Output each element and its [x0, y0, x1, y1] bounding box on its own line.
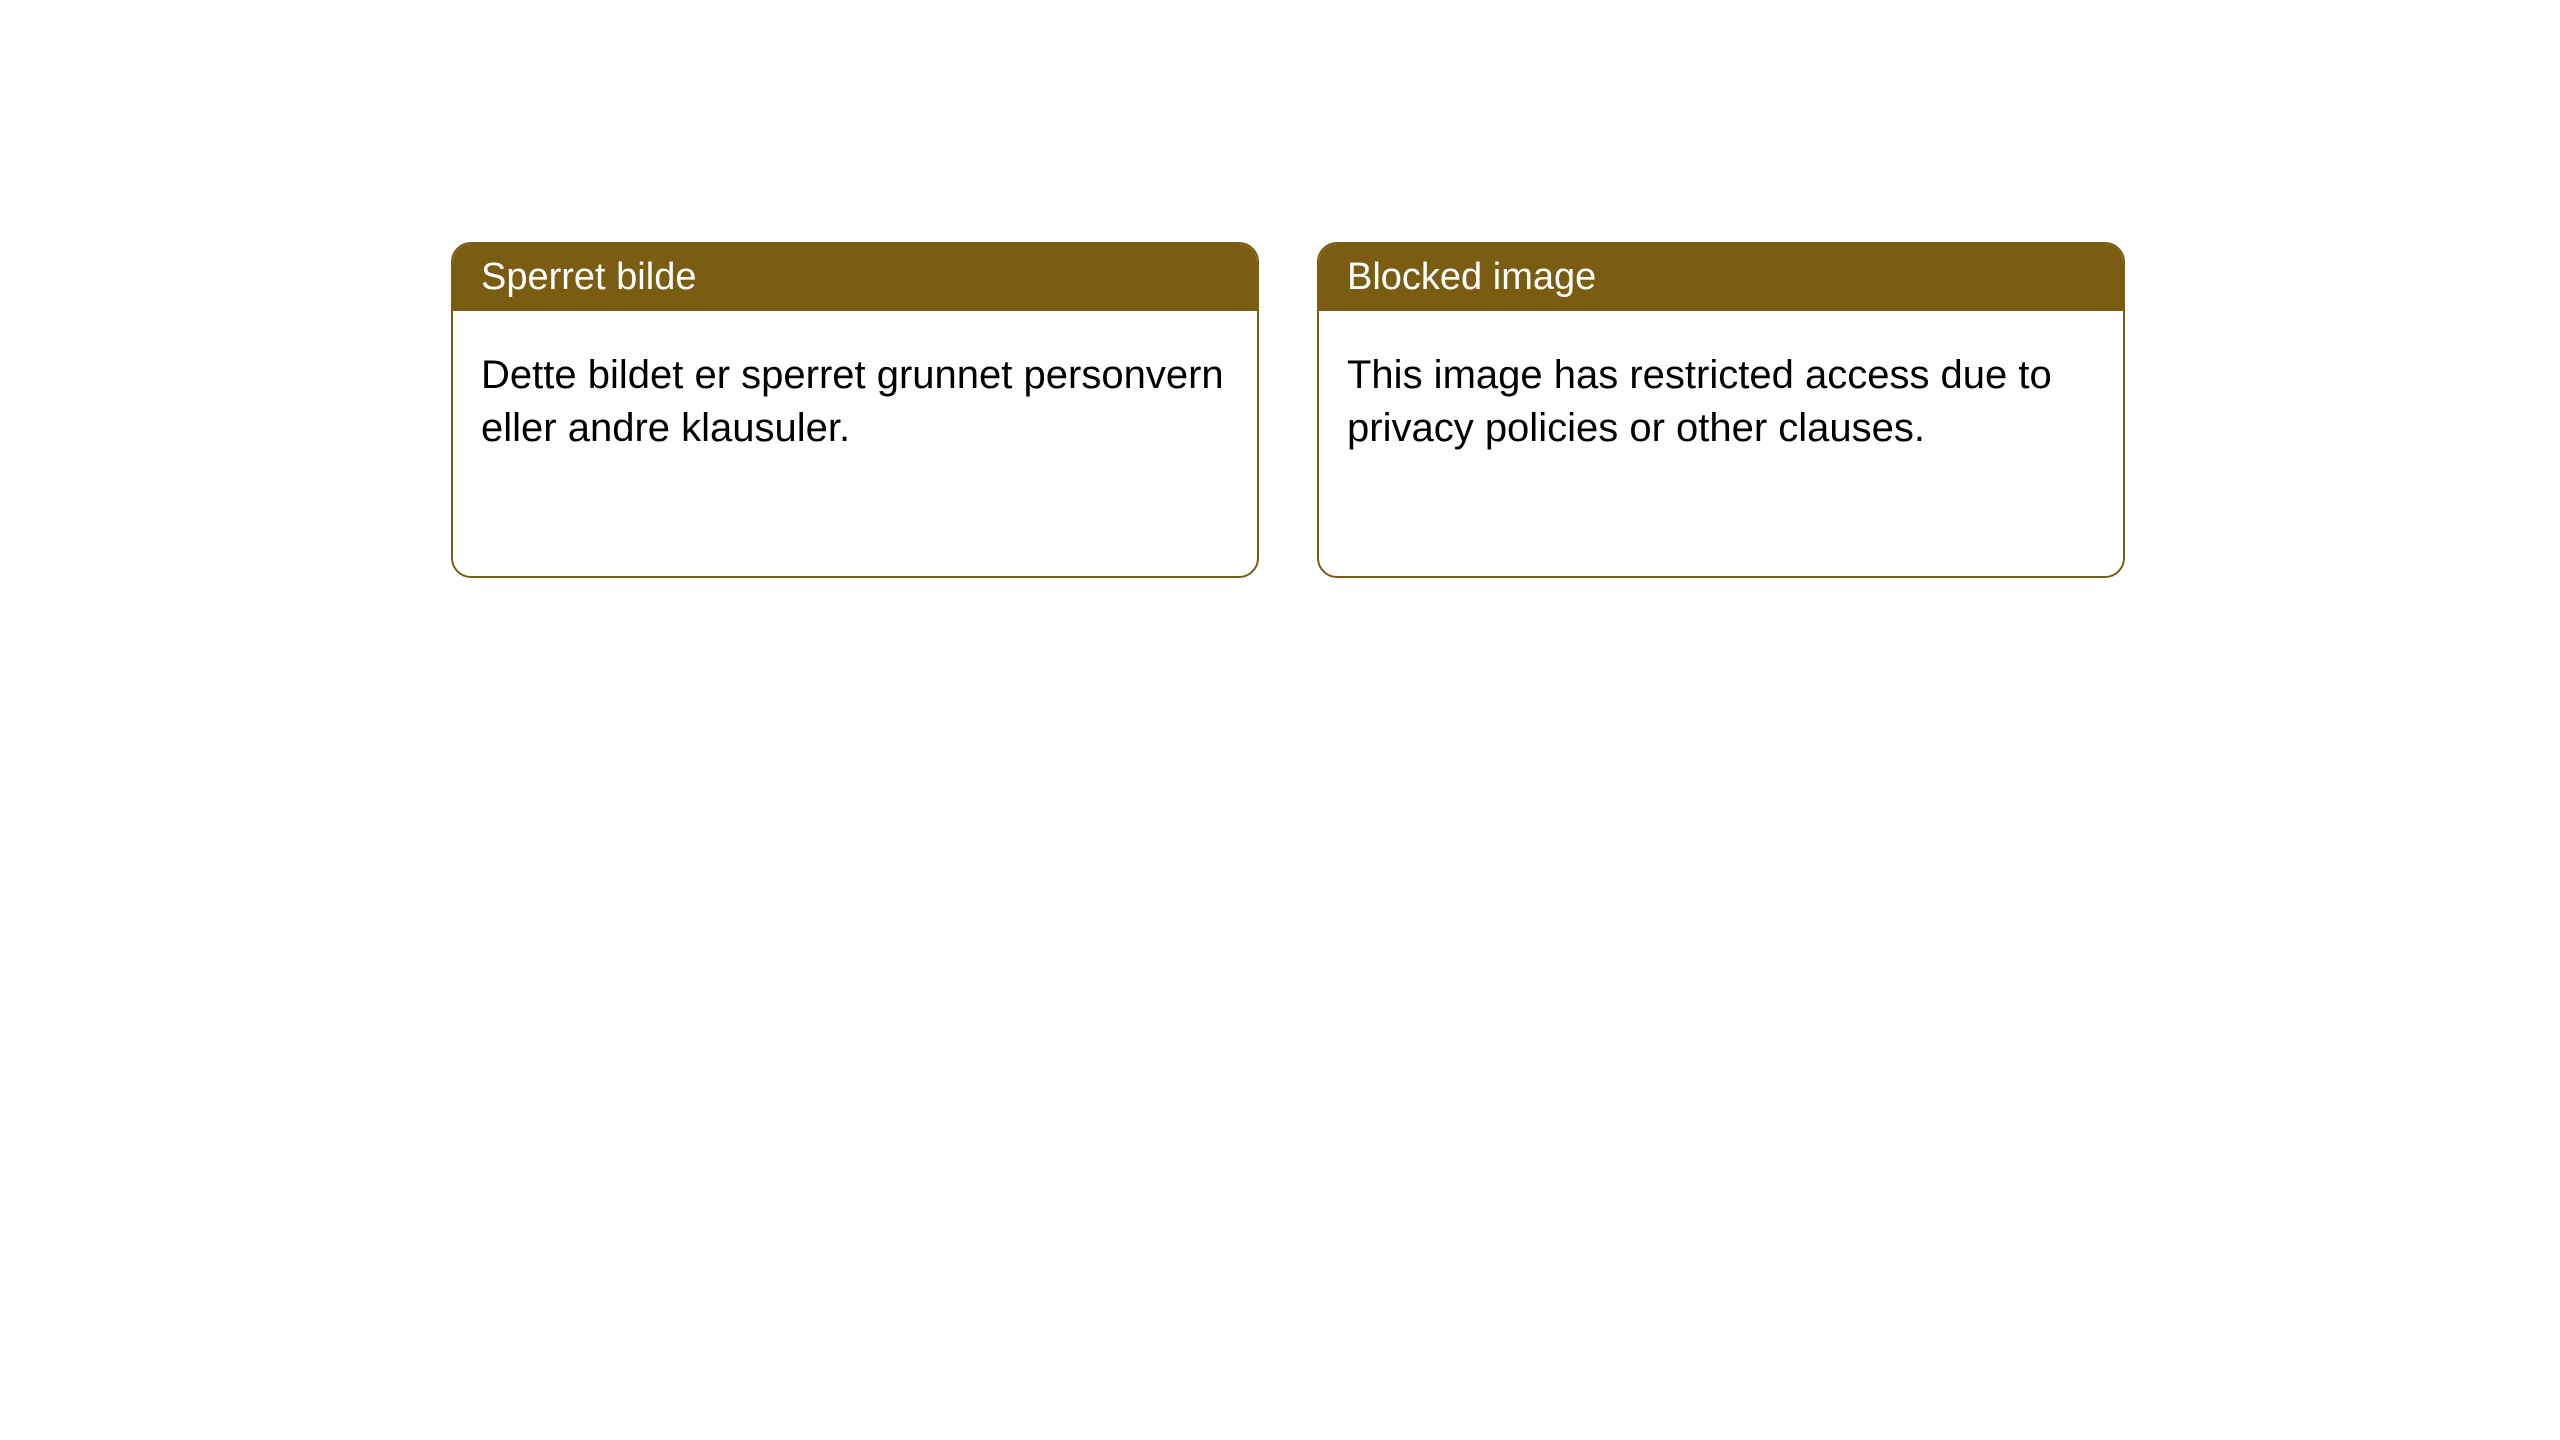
card-title: Sperret bilde [481, 256, 696, 298]
notice-container: Sperret bilde Dette bildet er sperret gr… [0, 0, 2560, 578]
card-body-text: Dette bildet er sperret grunnet personve… [481, 353, 1224, 450]
card-header: Blocked image [1319, 244, 2123, 311]
card-body-text: This image has restricted access due to … [1347, 353, 2052, 450]
notice-card-english: Blocked image This image has restricted … [1317, 242, 2125, 578]
card-title: Blocked image [1347, 256, 1596, 298]
card-header: Sperret bilde [453, 244, 1257, 311]
notice-card-norwegian: Sperret bilde Dette bildet er sperret gr… [451, 242, 1259, 578]
card-body: This image has restricted access due to … [1319, 311, 2123, 493]
card-body: Dette bildet er sperret grunnet personve… [453, 311, 1257, 493]
